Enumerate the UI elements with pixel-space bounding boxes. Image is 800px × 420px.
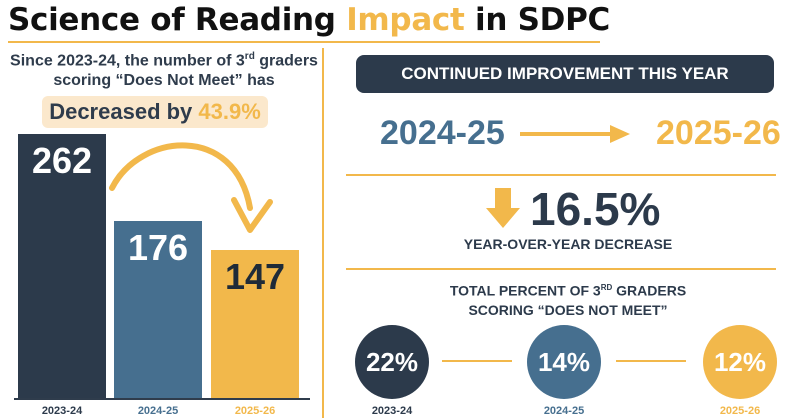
title-accent: Impact (346, 2, 465, 38)
bar-category-label: 2025-26 (234, 405, 276, 417)
total-line-2: SCORING “DOES NOT MEET” (468, 301, 668, 318)
circle-2024-25: 14% (527, 325, 601, 399)
bar-2025-26: 147 (211, 250, 299, 398)
connector-line-2 (616, 360, 686, 362)
circle-2023-24: 22% (355, 325, 429, 399)
down-arrow-icon (486, 188, 520, 228)
curved-arrow-icon (109, 142, 273, 233)
title-part-2: in SDPC (464, 2, 610, 38)
left-description: Since 2023-24, the number of 3rd graders… (8, 47, 320, 91)
chart-axis (14, 398, 310, 400)
panel-divider (322, 48, 324, 418)
year-to: 2025-26 (656, 114, 781, 152)
improvement-banner: CONTINUED IMPROVEMENT THIS YEAR (356, 55, 774, 93)
decrease-value: 43.9% (198, 99, 261, 124)
total-line-1-sup: RD (600, 283, 613, 292)
desc-line-1-end: graders (254, 52, 318, 70)
desc-line-1: Since 2023-24, the number of 3rd graders (8, 47, 320, 71)
decrease-label: Decreased by (49, 99, 199, 124)
title-part-1: Science of Reading (8, 2, 347, 38)
yoy-value: 16.5% (530, 183, 661, 235)
year-from: 2024-25 (380, 114, 505, 152)
connector-line-1 (442, 360, 512, 362)
decrease-badge: Decreased by 43.9% (42, 96, 268, 128)
bar-2024-25: 176 (114, 221, 202, 398)
circle-year-1: 2023-24 (371, 405, 413, 417)
desc-line-2: scoring “Does Not Meet” has (53, 72, 275, 90)
circle-year-3: 2025-26 (719, 405, 761, 417)
circle-2025-26: 12% (703, 325, 777, 399)
desc-line-1-text: Since 2023-24, the number of 3 (10, 52, 245, 70)
circle-year-2: 2024-25 (543, 405, 585, 417)
desc-line-1-sup: rd (244, 51, 255, 62)
yoy-label: YEAR-OVER-YEAR DECREASE (463, 236, 673, 252)
title-underline (8, 41, 600, 43)
divider-line-1 (346, 174, 776, 176)
bar-category-label: 2023-24 (41, 405, 83, 417)
bar-category-label: 2024-25 (137, 405, 179, 417)
bar-value-label: 147 (224, 256, 286, 297)
total-line-1-text: TOTAL PERCENT OF 3 (449, 282, 601, 299)
total-line-1: TOTAL PERCENT OF 3RD GRADERS (380, 278, 756, 301)
divider-line-2 (346, 268, 776, 270)
bar-2023-24: 262 (18, 134, 106, 398)
bar-value-label: 262 (31, 140, 93, 181)
page-title: Science of Reading Impact in SDPC (8, 2, 610, 42)
total-percent-label: TOTAL PERCENT OF 3RD GRADERS SCORING “DO… (380, 278, 756, 320)
bar-value-label: 176 (127, 227, 189, 268)
right-arrow-icon (520, 125, 630, 143)
total-line-1-end: GRADERS (612, 282, 687, 299)
